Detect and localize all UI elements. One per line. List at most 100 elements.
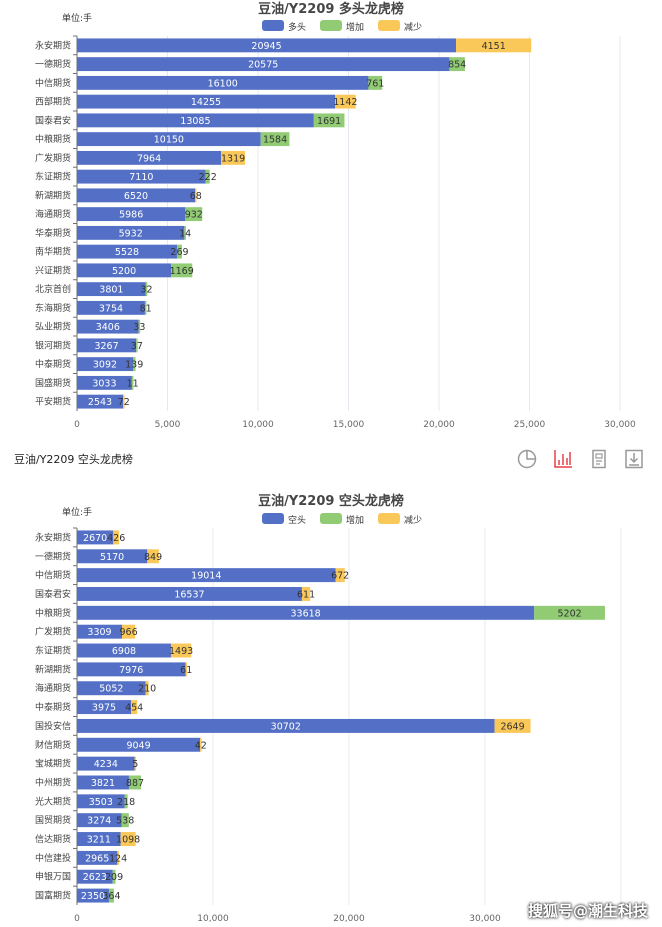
bar-change-decrease <box>131 700 138 715</box>
y-category-label: 一德期货 <box>35 550 71 562</box>
y-category-label: 一德期货 <box>35 58 71 70</box>
bar-base-label: 3274 <box>87 816 111 827</box>
bar-change-decrease <box>221 150 246 165</box>
bar-base-label: 5052 <box>99 684 123 695</box>
bar-base <box>77 207 186 222</box>
pie-chart-icon[interactable] <box>516 448 538 470</box>
y-category-label: 中信期货 <box>35 77 71 89</box>
bar-change-increase <box>108 888 114 903</box>
bar-base-label: 6908 <box>112 646 136 657</box>
bar-change-label: 14 <box>179 228 191 239</box>
y-category-label: 弘业期货 <box>35 321 71 333</box>
bar-base <box>77 624 123 639</box>
bar-base-label: 19014 <box>191 571 221 582</box>
x-tick-label: 25,000 <box>514 420 546 430</box>
bar-change-label: 2649 <box>500 721 524 732</box>
bar-change-increase <box>185 207 203 222</box>
bar-change-label: 222 <box>199 172 217 183</box>
bar-change-label: 1319 <box>221 153 245 164</box>
y-category-label: 平安期货 <box>35 396 71 408</box>
bar-change-label: 68 <box>190 191 202 202</box>
bar-change-label: 1142 <box>333 97 357 108</box>
bar-base-label: 3267 <box>94 341 118 352</box>
bar-base <box>77 568 336 583</box>
bar-change-label: 5 <box>132 759 138 770</box>
y-category-label: 财信期货 <box>35 739 71 751</box>
bar-base <box>77 643 171 658</box>
bar-base <box>77 737 201 752</box>
bar-change-decrease <box>335 94 356 109</box>
bar-base-label: 3211 <box>87 835 111 846</box>
bar-change-increase <box>131 375 134 390</box>
bar-change-label: 854 <box>448 60 466 71</box>
legend-label: 减少 <box>404 514 422 526</box>
bar-change-label: 42 <box>195 740 207 751</box>
bar-change-label: 33 <box>133 322 145 333</box>
bar-base <box>77 775 129 790</box>
bar-base <box>77 605 535 620</box>
bar-base <box>77 700 132 715</box>
y-category-label: 南华期货 <box>35 246 71 258</box>
y-category-label: 国泰君安 <box>35 114 71 126</box>
bar-base <box>77 869 113 884</box>
bar-base-label: 16537 <box>174 589 204 600</box>
bar-base-label: 2623 <box>83 872 107 883</box>
y-category-label: 宝城期货 <box>35 758 71 770</box>
bar-change-label: 81 <box>140 303 152 314</box>
bar-base-label: 5528 <box>115 247 139 258</box>
bar-base-label: 33618 <box>290 608 320 619</box>
bar-change-decrease <box>145 681 149 696</box>
bar-base <box>77 282 146 297</box>
bar-change-decrease <box>170 643 192 658</box>
bar-base-label: 3033 <box>92 378 116 389</box>
y-category-label: 银河期货 <box>35 339 71 351</box>
y-category-label: 东海期货 <box>35 302 71 314</box>
x-tick-label: 15,000 <box>333 420 365 430</box>
y-category-label: 中泰期货 <box>35 701 71 713</box>
legend-swatch <box>320 513 342 524</box>
data-view-icon[interactable] <box>588 448 610 470</box>
bar-base-label: 9049 <box>126 740 150 751</box>
bar-change-increase <box>132 357 136 372</box>
bar-change-increase <box>112 869 116 884</box>
y-category-label: 东证期货 <box>35 645 71 657</box>
bar-change-increase <box>449 57 465 72</box>
bar-chart-icon[interactable] <box>552 448 574 470</box>
chart-title: 豆油/Y2209 多头龙虎榜 <box>258 1 404 17</box>
bar-change-increase <box>136 338 138 353</box>
x-tick-label: 5,000 <box>155 420 181 430</box>
bar-base <box>77 530 114 545</box>
x-tick-label: 10,000 <box>197 914 229 924</box>
download-icon[interactable] <box>623 448 645 470</box>
bar-change-increase <box>177 244 182 259</box>
y-category-label: 国投安信 <box>35 720 71 732</box>
x-tick-label: 30,000 <box>604 420 636 430</box>
bar-change-decrease <box>456 38 532 53</box>
bar-change-increase <box>138 319 141 334</box>
bar-base-label: 4234 <box>94 759 118 770</box>
bar-base-label: 3503 <box>89 797 113 808</box>
y-category-label: 永安期货 <box>35 531 71 543</box>
bar-change-decrease <box>200 737 202 752</box>
x-tick-label: 10,000 <box>242 420 274 430</box>
bar-change-decrease <box>117 850 120 865</box>
bar-change-label: 426 <box>107 533 125 544</box>
y-category-label: 中粮期货 <box>35 607 71 619</box>
bar-change-decrease <box>195 188 197 203</box>
source-watermark: 搜狐号@潮生科技 <box>527 902 648 920</box>
bar-base-label: 3406 <box>96 322 120 333</box>
bar-change-increase <box>171 263 193 278</box>
bar-base-label: 3754 <box>99 303 123 314</box>
legend-label: 空头 <box>288 514 306 526</box>
bar-change-label: 364 <box>102 891 120 902</box>
bar-change-label: 454 <box>125 703 143 714</box>
bar-base-label: 3801 <box>99 285 123 296</box>
bar-base <box>77 549 148 564</box>
bar-base <box>77 38 457 53</box>
bar-change-label: 1169 <box>170 266 194 277</box>
bar-base <box>77 300 145 315</box>
y-category-label: 中信期货 <box>35 569 71 581</box>
bar-base-label: 2543 <box>88 397 112 408</box>
